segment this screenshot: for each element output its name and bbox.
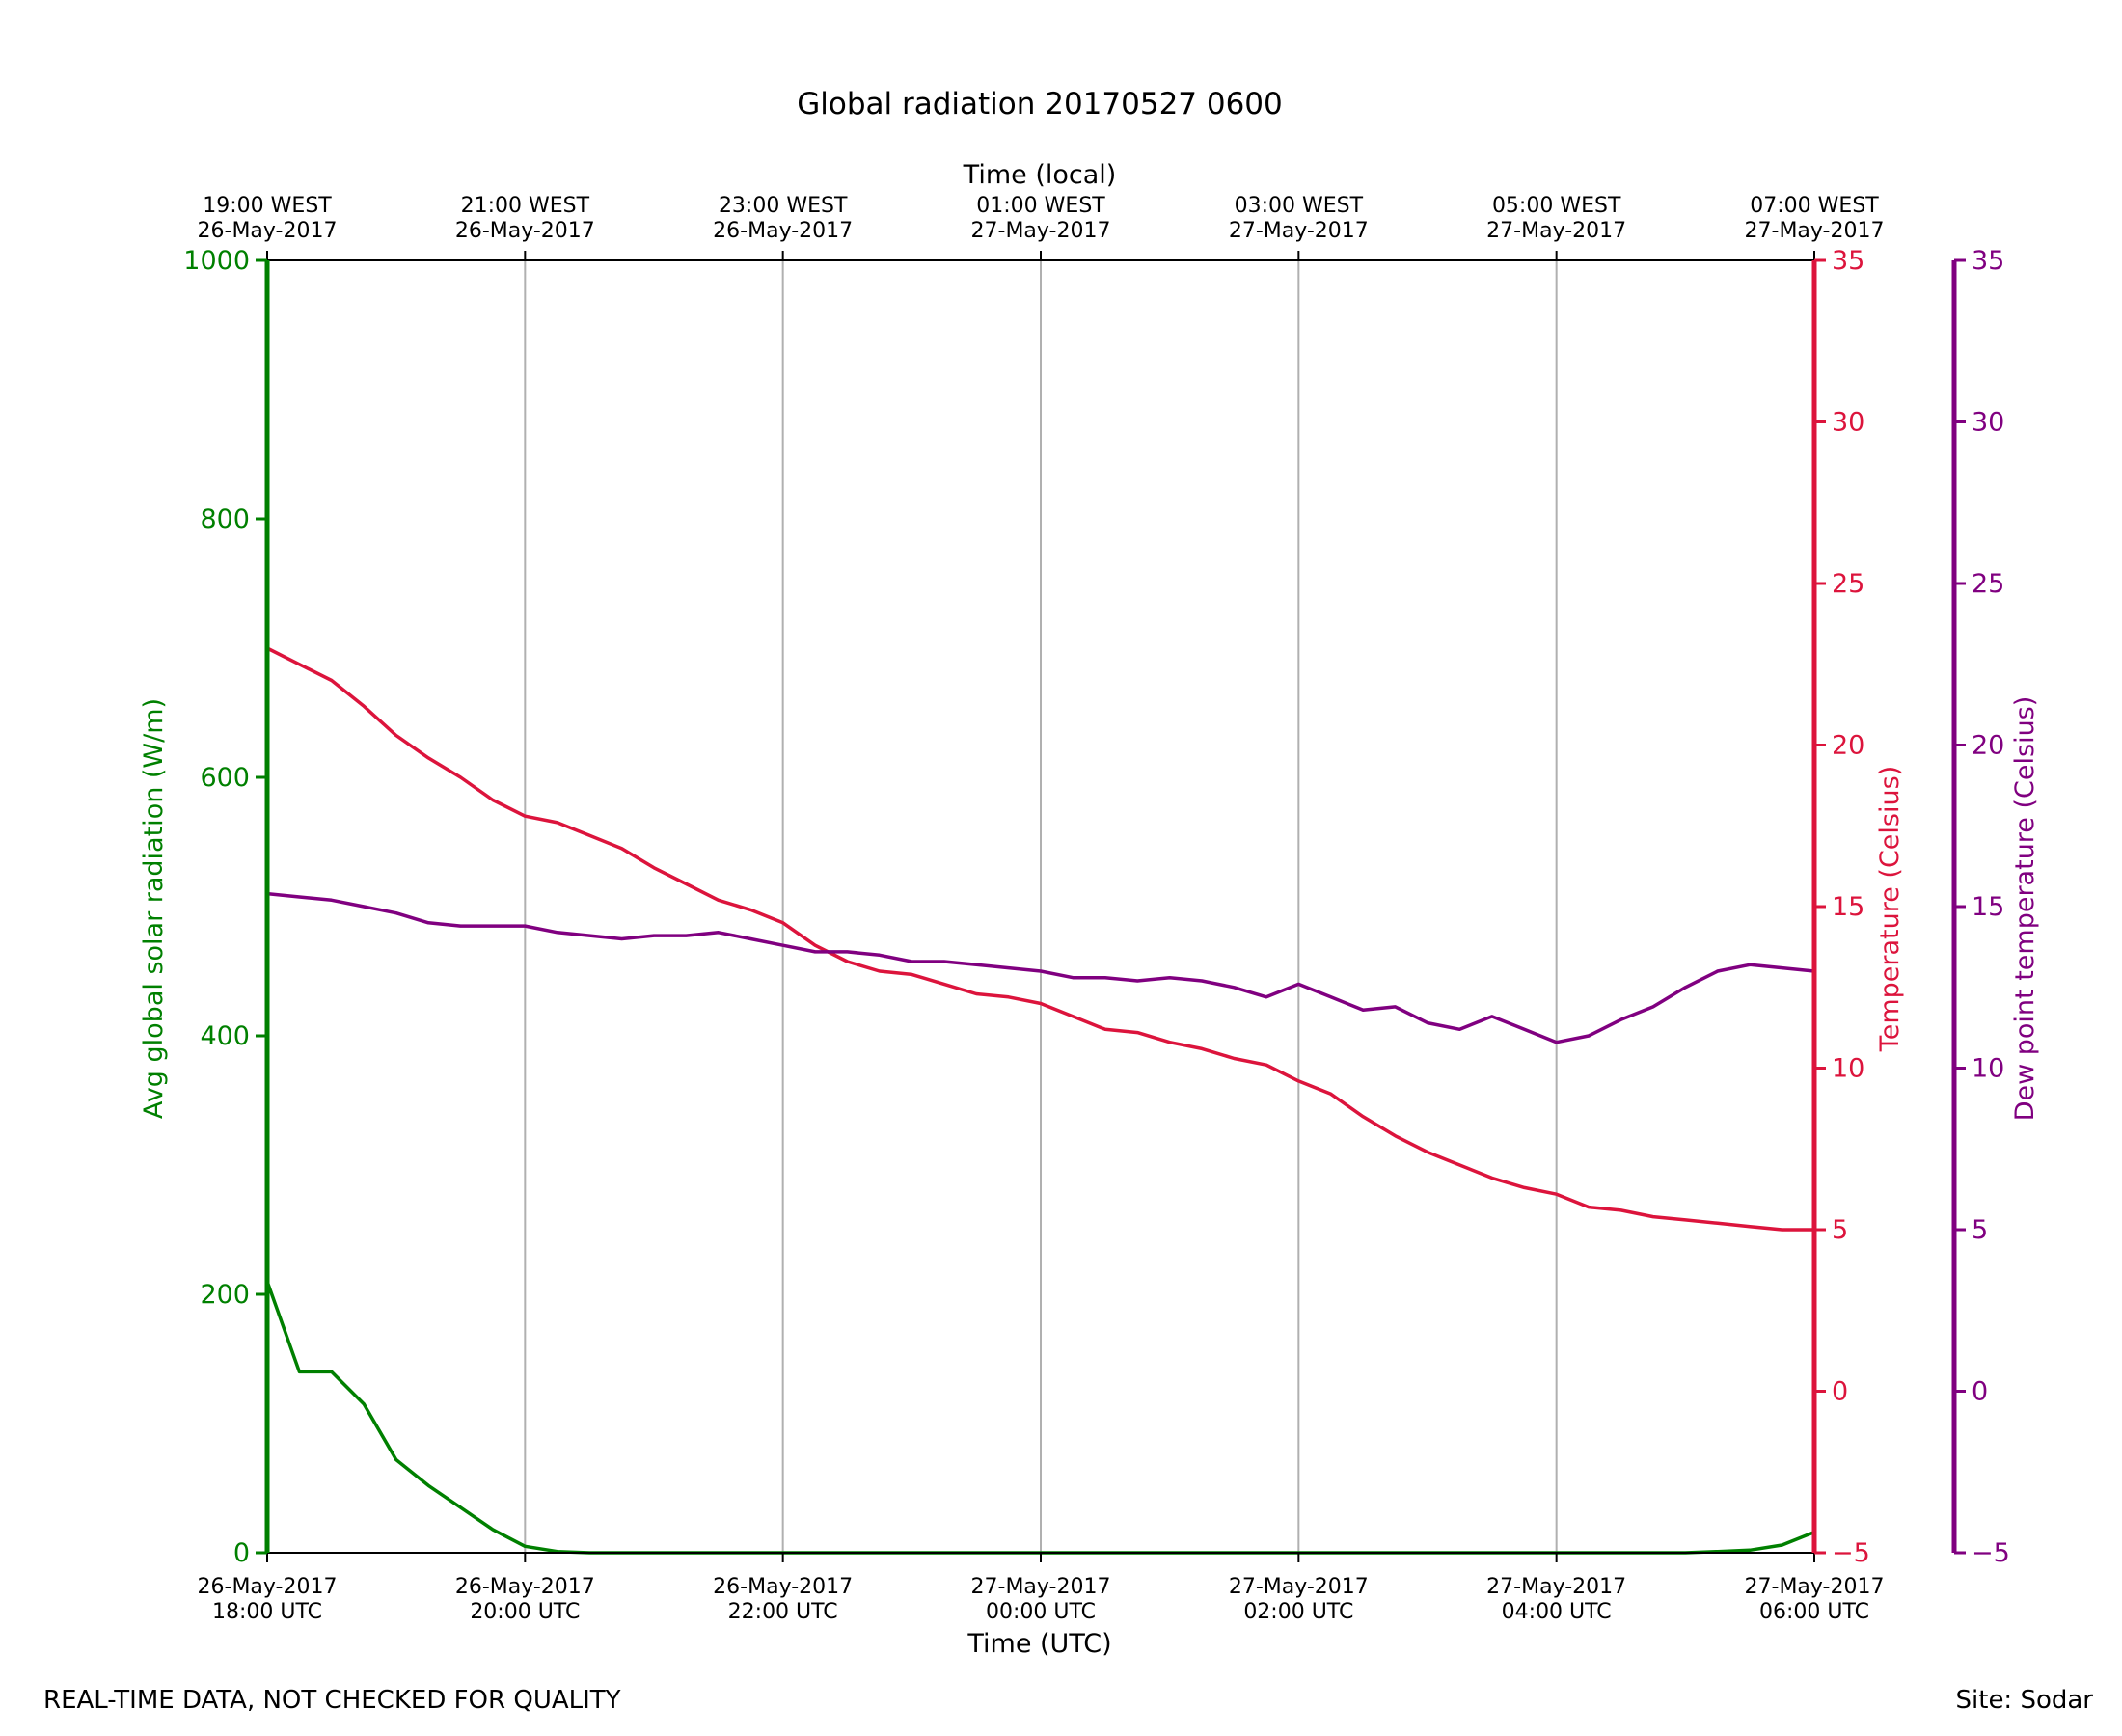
- quality-note: REAL-TIME DATA, NOT CHECKED FOR QUALITY: [43, 1686, 621, 1715]
- top-tick-label-time: 07:00 WEST: [1750, 194, 1879, 218]
- dewpoint-tick-label: −5: [1972, 1538, 2010, 1568]
- radiation-tick-label: 800: [200, 504, 250, 534]
- temperature-tick-label: 25: [1832, 569, 1864, 599]
- dewpoint-tick-label: 10: [1972, 1054, 2004, 1084]
- radiation-tick-label: 400: [200, 1021, 250, 1051]
- temperature-axis-label: Temperature (Celsius): [1875, 766, 1905, 1052]
- x-tick-label-date: 26-May-2017: [198, 1575, 338, 1599]
- bottom-axis-label: Time (UTC): [966, 1629, 1111, 1659]
- dewpoint-tick-label: 15: [1972, 892, 2004, 922]
- x-tick-label-date: 27-May-2017: [1486, 1575, 1626, 1599]
- temperature-tick-label: 20: [1832, 731, 1864, 761]
- chart-title: Global radiation 20170527 0600: [797, 87, 1283, 122]
- axes: [256, 251, 1966, 1562]
- top-tick-label-time: 19:00 WEST: [203, 194, 332, 218]
- x-tick-label-date: 26-May-2017: [455, 1575, 595, 1599]
- dewpoint-tick-label: 35: [1972, 246, 2004, 276]
- top-tick-label-time: 03:00 WEST: [1235, 194, 1364, 218]
- temperature-tick-label: 0: [1832, 1377, 1848, 1407]
- radiation-axis-label: Avg global solar radiation (W/m): [139, 698, 169, 1119]
- x-tick-label-time: 20:00 UTC: [470, 1600, 580, 1624]
- x-tick-label-time: 06:00 UTC: [1759, 1600, 1869, 1624]
- top-tick-label-time: 05:00 WEST: [1492, 194, 1621, 218]
- temperature-tick-label: 5: [1832, 1215, 1848, 1245]
- x-tick-label-date: 27-May-2017: [1745, 1575, 1885, 1599]
- dewpoint-series-line: [266, 891, 1815, 1044]
- top-tick-label-date: 26-May-2017: [713, 219, 853, 243]
- x-tick-label-time: 00:00 UTC: [986, 1600, 1096, 1624]
- top-tick-label-time: 21:00 WEST: [461, 194, 590, 218]
- radiation-tick-label: 600: [200, 763, 250, 793]
- x-tick-label-date: 27-May-2017: [1229, 1575, 1369, 1599]
- temperature-tick-label: 15: [1832, 892, 1864, 922]
- temperature-tick-label: 10: [1832, 1054, 1864, 1084]
- top-axis-label: Time (local): [963, 160, 1117, 190]
- top-tick-label-date: 27-May-2017: [1229, 219, 1369, 243]
- dewpoint-tick-label: 5: [1972, 1215, 1988, 1245]
- x-tick-label-time: 22:00 UTC: [728, 1600, 838, 1624]
- temperature-tick-label: 35: [1832, 246, 1864, 276]
- temperature-series-line: [266, 646, 1814, 1232]
- dewpoint-tick-label: 0: [1972, 1377, 1988, 1407]
- dewpoint-tick-label: 30: [1972, 408, 2004, 438]
- dewpoint-tick-label: 20: [1972, 731, 2004, 761]
- radiation-tick-label: 200: [200, 1280, 250, 1310]
- x-tick-label-date: 26-May-2017: [713, 1575, 853, 1599]
- top-tick-label-time: 01:00 WEST: [976, 194, 1105, 218]
- top-tick-label-date: 27-May-2017: [971, 219, 1111, 243]
- x-tick-label-time: 02:00 UTC: [1243, 1600, 1353, 1624]
- dewpoint-axis-label: Dew point temperature (Celsius): [2010, 696, 2040, 1122]
- site-label: Site: Sodar: [1955, 1686, 2093, 1715]
- grid-lines: [524, 260, 1558, 1553]
- top-tick-label-date: 27-May-2017: [1486, 219, 1626, 243]
- radiation-tick-label: 1000: [183, 246, 250, 276]
- temperature-tick-label: −5: [1832, 1538, 1870, 1568]
- dewpoint-tick-label: 25: [1972, 569, 2004, 599]
- radiation-tick-label: 0: [233, 1538, 250, 1568]
- x-tick-label-time: 04:00 UTC: [1502, 1600, 1612, 1624]
- x-tick-label-time: 18:00 UTC: [212, 1600, 322, 1624]
- top-tick-label-time: 23:00 WEST: [719, 194, 848, 218]
- temperature-tick-label: 30: [1832, 408, 1864, 438]
- x-tick-label-date: 27-May-2017: [971, 1575, 1111, 1599]
- top-tick-label-date: 26-May-2017: [198, 219, 338, 243]
- top-tick-label-date: 27-May-2017: [1745, 219, 1885, 243]
- top-tick-label-date: 26-May-2017: [455, 219, 595, 243]
